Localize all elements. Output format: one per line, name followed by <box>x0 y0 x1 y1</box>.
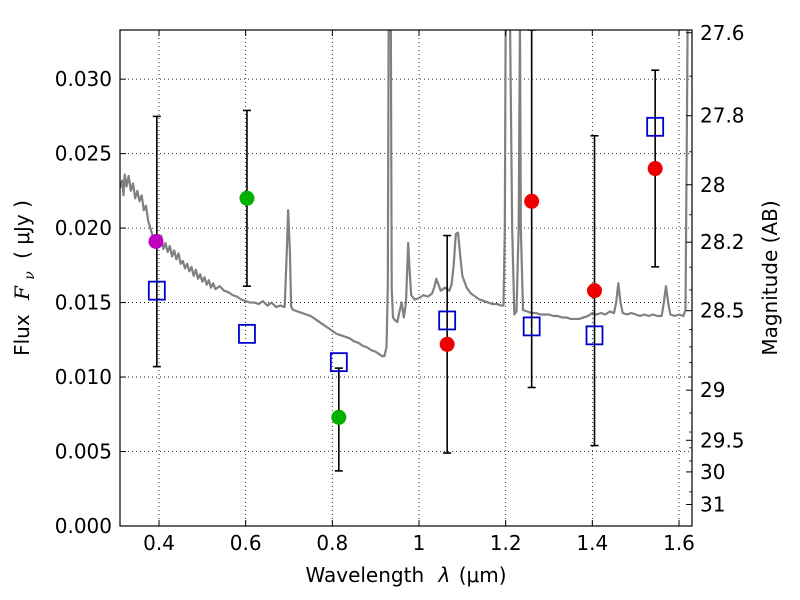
x-tick-label: 1.6 <box>663 531 695 555</box>
model-flux-square <box>585 325 604 346</box>
model-flux-square <box>238 323 256 344</box>
y2-tick-label: 27.8 <box>700 104 745 128</box>
model-flux-square <box>329 352 348 373</box>
observed-flux-point <box>647 161 663 177</box>
y2-tick-label: 28.5 <box>700 299 745 323</box>
observed-flux-point <box>148 234 164 250</box>
y-axis-title: Flux F ν ( μJy ) <box>10 200 39 356</box>
y2-tick-label: 29.5 <box>700 428 745 452</box>
x-axis-title: Wavelength λ (μm) <box>305 563 506 587</box>
plot-area <box>120 30 689 472</box>
y-tick-label: 0.015 <box>55 291 112 315</box>
y2-tick-label: 29 <box>700 378 725 402</box>
y2-tick-label: 31 <box>700 492 725 516</box>
y2-axis-title: Magnitude (AB) <box>758 200 782 355</box>
model-flux-square <box>522 316 541 337</box>
y-tick-label: 0.025 <box>55 142 112 166</box>
axis-ticks: 0.4 0.6 0.8 1 1.2 1.4 1.6 0.000 0.005 0.010 0.015 0… <box>55 21 745 555</box>
x-tick-label: 1.2 <box>490 531 522 555</box>
y-tick-label: 0.020 <box>55 216 112 240</box>
model-flux-square <box>147 280 166 301</box>
plot-frame <box>119 29 693 527</box>
x-tick-label: 1.4 <box>576 531 608 555</box>
y-tick-label: 0.010 <box>55 365 112 389</box>
x-tick-label: 0.6 <box>230 531 262 555</box>
y2-tick-label: 30 <box>700 460 725 484</box>
model-spectrum-line <box>120 30 689 358</box>
observed-flux-point <box>239 190 255 206</box>
y2-tick-label: 28 <box>700 173 725 197</box>
y2-tick-label: 28.2 <box>700 230 745 254</box>
model-flux-square <box>438 310 457 331</box>
y2-tick-label: 27.6 <box>700 21 745 45</box>
observed-flux-point <box>439 336 455 352</box>
observed-flux-point <box>587 283 602 299</box>
model-flux-square <box>646 116 665 137</box>
x-tick-label: 0.4 <box>143 531 175 555</box>
y-tick-label: 0.000 <box>55 514 112 538</box>
x-tick-label: 0.8 <box>316 531 348 555</box>
y-tick-label: 0.030 <box>55 67 112 91</box>
observed-flux-point <box>331 409 347 425</box>
y-tick-label: 0.005 <box>55 440 112 464</box>
observed-flux-point <box>524 193 540 209</box>
x-tick-label: 1 <box>413 531 426 555</box>
